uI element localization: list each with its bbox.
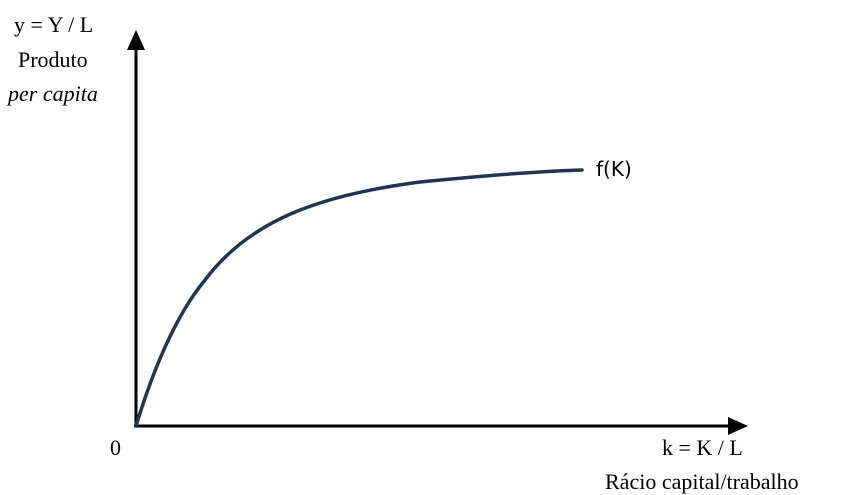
y-axis-arrowhead xyxy=(127,30,145,50)
y-axis-label-name: Produto xyxy=(18,47,88,72)
curve-label: f(K) xyxy=(596,157,632,181)
x-axis-arrowhead xyxy=(728,417,748,435)
origin-label: 0 xyxy=(110,435,121,460)
production-curve xyxy=(134,168,584,428)
y-axis-label-qualifier: per capita xyxy=(6,81,98,106)
y-axis-label-formula: y = Y / L xyxy=(14,12,93,37)
x-axis-label-name: Rácio capital/trabalho xyxy=(605,469,799,494)
x-axis-label-formula: k = K / L xyxy=(662,435,743,460)
